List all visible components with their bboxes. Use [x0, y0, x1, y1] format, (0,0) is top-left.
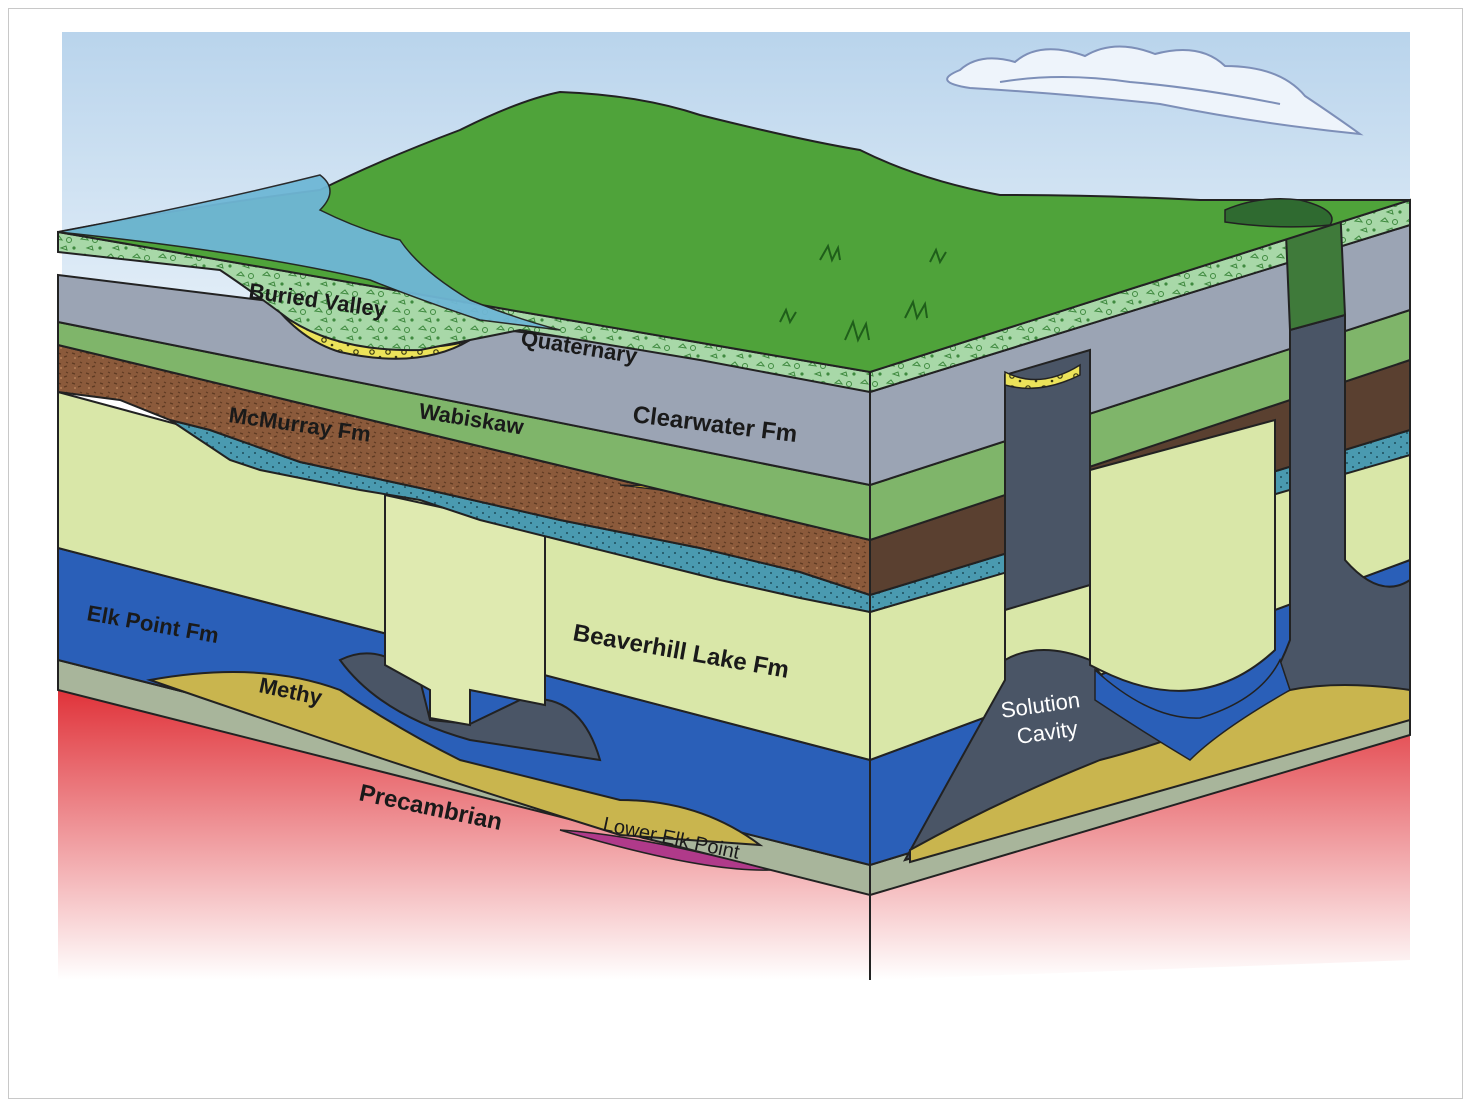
cloud [946, 45, 1364, 136]
sinkhole-top [1224, 198, 1333, 228]
lake [57, 174, 561, 331]
side-yellow-pocket [1004, 363, 1081, 390]
side-blue-pocket [1094, 658, 1291, 761]
collapse-pillar [384, 493, 546, 727]
side-methy-lens [909, 684, 1411, 864]
top-surface [57, 90, 1411, 374]
lower-elk-point-lens [559, 829, 771, 871]
methy-lens [146, 671, 764, 847]
precambrian-basement [58, 690, 1410, 980]
grass-tufts [779, 243, 947, 343]
side-pillar-2 [1089, 418, 1276, 692]
